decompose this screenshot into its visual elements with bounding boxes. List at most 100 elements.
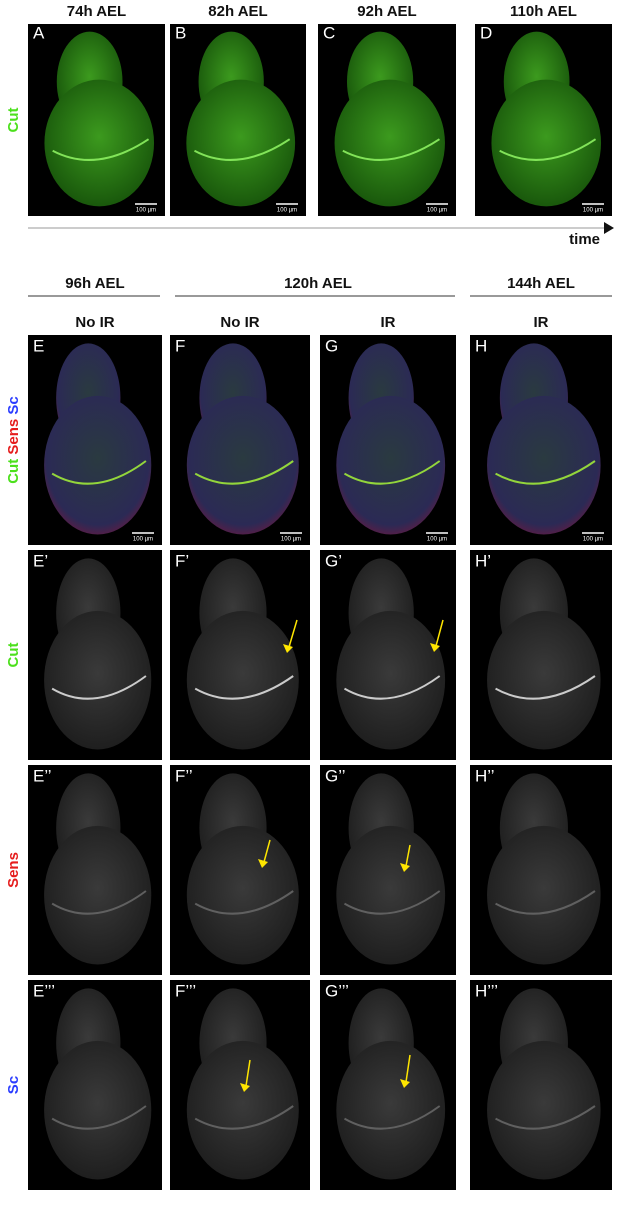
dv-boundary — [495, 675, 596, 700]
pouch — [44, 1040, 152, 1180]
pouch — [487, 825, 601, 965]
arrow-head — [240, 1083, 250, 1092]
time-label: time — [569, 231, 600, 248]
channel-label: Cut — [5, 643, 22, 668]
channel-label: Cut — [5, 108, 22, 133]
channel-name: Sc — [5, 1076, 22, 1094]
arrow-shaft — [435, 619, 444, 647]
dv-boundary — [194, 460, 294, 485]
channel-label: Sc — [5, 1076, 22, 1094]
channel-label: Cut Sens Sc — [5, 396, 22, 484]
pouch — [334, 79, 445, 207]
arrow-head — [430, 643, 440, 652]
pouch — [186, 1040, 299, 1180]
dv-boundary — [194, 675, 294, 700]
dv-boundary — [194, 138, 291, 161]
panel-label: H’’ — [475, 766, 495, 785]
dv-boundary — [52, 138, 150, 161]
pouch — [336, 395, 446, 535]
timepoint-title: 110h AEL — [510, 3, 577, 20]
arrow-head — [258, 859, 268, 868]
panel-label: H’ — [475, 551, 491, 570]
dv-boundary — [51, 675, 147, 700]
pouch — [44, 610, 152, 750]
timepoint-title: 74h AEL — [67, 3, 126, 20]
arrow-shaft — [288, 619, 298, 648]
panel-label: B — [175, 23, 186, 42]
scale-bar-label: 100 µm — [136, 208, 156, 214]
dv-boundary — [499, 138, 597, 161]
group-title: 96h AEL — [65, 275, 124, 292]
panel-label: A — [33, 23, 45, 42]
scale-bar-label: 100 µm — [427, 208, 447, 214]
panel-label: G’’’ — [325, 981, 349, 1000]
panel-label: E’’ — [33, 766, 52, 785]
dv-boundary — [342, 138, 440, 161]
pouch — [336, 1040, 446, 1180]
pouch — [336, 825, 446, 965]
group-title: 120h AEL — [284, 275, 352, 292]
dv-boundary — [343, 890, 441, 915]
pouch — [44, 825, 152, 965]
panel-label: E’ — [33, 551, 48, 570]
pouch — [186, 610, 299, 750]
panel-label: F’’’ — [175, 981, 196, 1000]
dv-boundary — [51, 890, 147, 915]
scale-bar-label: 100 µm — [281, 537, 301, 543]
dv-boundary — [194, 890, 294, 915]
arrow-shaft — [245, 1059, 251, 1087]
panel-label: G — [325, 336, 338, 355]
arrow-head — [400, 1079, 410, 1088]
scale-bar-label: 100 µm — [583, 537, 603, 543]
arrow-shaft — [405, 1054, 411, 1083]
pouch — [487, 1040, 601, 1180]
channel-name: Sens — [5, 852, 22, 888]
dv-boundary — [343, 460, 441, 485]
panel-label: G’ — [325, 551, 342, 570]
time-arrowhead — [604, 222, 614, 234]
arrow-head — [400, 863, 410, 872]
pouch — [44, 395, 152, 535]
scale-bar-label: 100 µm — [583, 208, 603, 214]
scale-bar-label: 100 µm — [427, 537, 447, 543]
panel-label: E — [33, 336, 44, 355]
panel-label: H’’’ — [475, 981, 498, 1000]
scale-bar-label: 100 µm — [133, 537, 153, 543]
condition-label: No IR — [75, 314, 114, 331]
pouch — [44, 79, 155, 207]
panel-label: F’’ — [175, 766, 193, 785]
pouch — [491, 79, 602, 207]
pouch — [487, 395, 601, 535]
arrow-head — [283, 644, 293, 653]
panel-label: F — [175, 336, 185, 355]
pouch — [186, 395, 299, 535]
dv-boundary — [51, 1105, 147, 1130]
dv-boundary — [495, 1105, 596, 1130]
panel-label: E’’’ — [33, 981, 55, 1000]
arrow-shaft — [405, 844, 411, 867]
dv-boundary — [343, 1105, 441, 1130]
panel-label: C — [323, 23, 335, 42]
dv-boundary — [194, 1105, 294, 1130]
timepoint-title: 92h AEL — [357, 3, 416, 20]
arrow-shaft — [263, 839, 271, 863]
condition-label: IR — [381, 314, 396, 331]
panel-label: H — [475, 336, 487, 355]
channel-name: Sc — [5, 396, 22, 414]
pouch — [336, 610, 446, 750]
panel-label: G’’ — [325, 766, 345, 785]
dv-boundary — [51, 460, 147, 485]
condition-label: No IR — [220, 314, 259, 331]
panel-label: F’ — [175, 551, 189, 570]
channel-name: Cut — [5, 459, 22, 484]
condition-label: IR — [534, 314, 549, 331]
pouch — [186, 79, 296, 207]
pouch — [487, 610, 601, 750]
timepoint-title: 82h AEL — [208, 3, 267, 20]
channel-label: Sens — [5, 852, 22, 888]
dv-boundary — [495, 460, 596, 485]
dv-boundary — [343, 675, 441, 700]
panel-label: D — [480, 23, 492, 42]
channel-name: Sens — [5, 419, 22, 455]
